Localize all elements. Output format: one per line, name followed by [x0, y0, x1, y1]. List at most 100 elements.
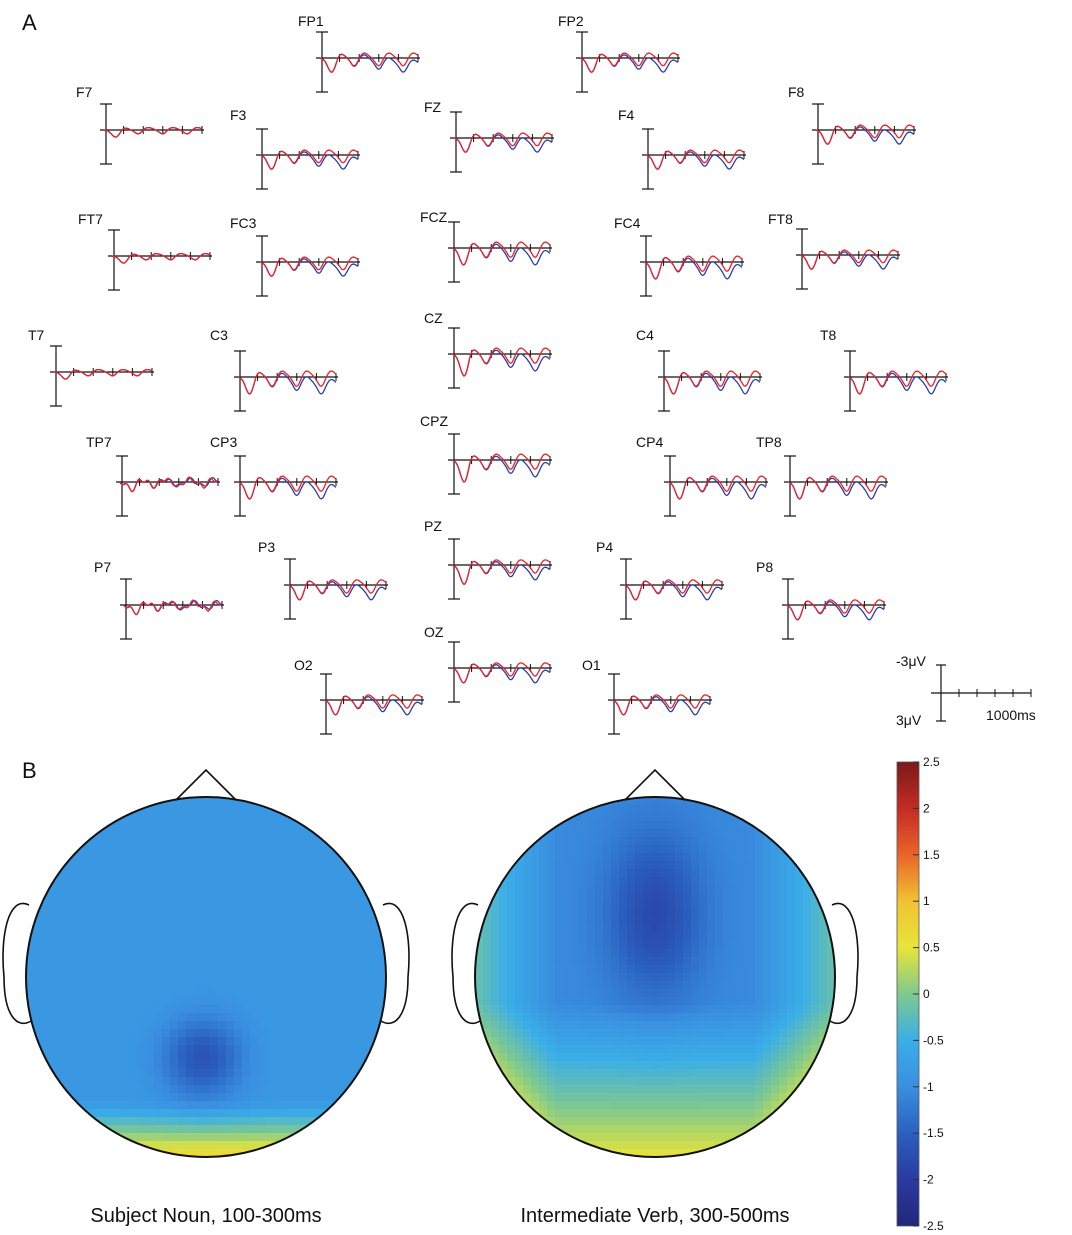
topo-map-noun: Subject Noun, 100-300ms	[2, 768, 410, 1227]
topo-caption: Intermediate Verb, 300-500ms	[520, 1205, 789, 1227]
erp-trace-red	[319, 52, 419, 73]
electrode-label: F7	[76, 84, 93, 100]
electrode-label: P8	[756, 559, 773, 575]
electrode-label: FP1	[298, 13, 324, 29]
erp-trace-red	[259, 149, 359, 170]
left-ear-icon	[2, 902, 32, 1025]
erp-trace-red	[787, 475, 887, 500]
erp-trace-blue	[451, 242, 551, 266]
erp-trace-blue	[579, 53, 679, 73]
erp-plot-fp1: FP1	[298, 13, 420, 93]
erp-plot-p7: P7	[94, 559, 224, 640]
erp-trace-blue	[799, 250, 899, 270]
erp-plot-f4: F4	[618, 107, 746, 190]
erp-trace-red	[579, 52, 679, 73]
head-outline	[474, 796, 836, 1158]
erp-plot-cp3: CP3	[210, 434, 338, 517]
erp-plot-fz: FZ	[424, 99, 554, 173]
electrode-label: TP8	[756, 434, 782, 450]
erp-trace-red	[451, 662, 551, 684]
erp-trace-red	[643, 255, 743, 280]
erp-plot-c3: C3	[210, 327, 338, 412]
erp-plot-p4: P4	[596, 539, 724, 620]
electrode-label: FT7	[78, 211, 103, 227]
erp-trace-red	[237, 475, 337, 500]
erp-trace-blue	[453, 133, 553, 153]
erp-plot-tp8: TP8	[756, 434, 888, 517]
electrode-label: CPZ	[420, 413, 448, 429]
scale-label-time: 1000ms	[986, 707, 1036, 723]
erp-trace-blue	[787, 476, 887, 500]
erp-trace-blue	[451, 663, 551, 684]
erp-plot-t7: T7	[28, 327, 154, 407]
electrode-label: P3	[258, 539, 275, 555]
erp-plot-fp2: FP2	[558, 13, 680, 93]
erp-trace-red	[123, 599, 223, 616]
erp-trace-red	[111, 252, 211, 264]
colorbar: 2.5 2 1.5 1 0.5 0 -0.5 -1 -1.5 -2 -2.5	[896, 755, 944, 1233]
erp-plot-f8: F8	[788, 84, 916, 165]
erp-plot-ft7: FT7	[78, 211, 212, 291]
colorbar-tick-label: 0.5	[923, 941, 940, 955]
erp-trace-blue	[847, 371, 947, 395]
colorbar-tick-label: -2.5	[923, 1219, 944, 1233]
nose-icon	[624, 768, 686, 801]
erp-plot-cp4: CP4	[636, 434, 768, 517]
colorbar-tick-label: 1	[923, 894, 930, 908]
erp-trace-blue	[287, 580, 387, 601]
topo-caption: Subject Noun, 100-300ms	[90, 1205, 321, 1227]
panel-b-label: B	[22, 758, 37, 783]
electrode-label: C3	[210, 327, 228, 343]
electrode-label: FCZ	[420, 209, 448, 225]
erp-trace-red	[259, 256, 359, 277]
electrode-label: F4	[618, 107, 635, 123]
electrode-label: FC3	[230, 215, 257, 231]
scale-bar: -3μV 3μV 1000ms	[896, 653, 1036, 728]
erp-trace-red	[785, 599, 885, 621]
electrode-label: F8	[788, 84, 805, 100]
erp-trace-red	[453, 132, 553, 153]
electrode-label: PZ	[424, 518, 442, 534]
erp-trace-blue	[323, 695, 423, 716]
panel-a-label: A	[22, 10, 37, 35]
colorbar-tick-label: -1.5	[923, 1126, 944, 1140]
erp-trace-red	[451, 559, 551, 585]
electrode-label: FP2	[558, 13, 584, 29]
left-ear-icon	[451, 902, 481, 1025]
electrode-label: CZ	[424, 310, 443, 326]
erp-trace-red	[661, 370, 761, 395]
electrode-label: CP3	[210, 434, 237, 450]
electrode-label: P4	[596, 539, 613, 555]
nose-icon	[175, 768, 237, 801]
electrode-label: P7	[94, 559, 111, 575]
electrode-label: O2	[294, 657, 313, 673]
colorbar-tick-label: 0	[923, 987, 930, 1001]
erp-trace-blue	[643, 256, 743, 280]
electrode-label: T8	[820, 327, 837, 343]
electrode-label: T7	[28, 327, 45, 343]
erp-trace-red	[451, 347, 551, 377]
erp-trace-blue	[319, 53, 419, 73]
erp-trace-blue	[645, 150, 745, 170]
erp-plot-c4: C4	[636, 327, 762, 412]
erp-plot-cpz: CPZ	[420, 413, 552, 495]
electrode-label: FZ	[424, 99, 442, 115]
erp-trace-red	[103, 126, 203, 138]
erp-trace-red	[451, 241, 551, 266]
right-ear-icon	[829, 902, 859, 1025]
erp-plot-fcz: FCZ	[420, 209, 552, 283]
head-outline	[25, 796, 387, 1158]
erp-trace-red	[53, 368, 153, 380]
erp-trace-red	[287, 579, 387, 601]
erp-trace-red	[645, 149, 745, 170]
erp-trace-blue	[259, 150, 359, 170]
erp-plot-oz: OZ	[424, 624, 552, 703]
topo-maps: Subject Noun, 100-300ms Intermediate Verb…	[2, 768, 859, 1227]
colorbar-tick-label: 1.5	[923, 848, 940, 862]
colorbar-tick-label: -0.5	[923, 1033, 944, 1047]
erp-trace-blue	[611, 695, 711, 716]
erp-plot-pz: PZ	[424, 518, 552, 600]
electrode-label: FT8	[768, 211, 793, 227]
erp-trace-red	[611, 694, 711, 716]
